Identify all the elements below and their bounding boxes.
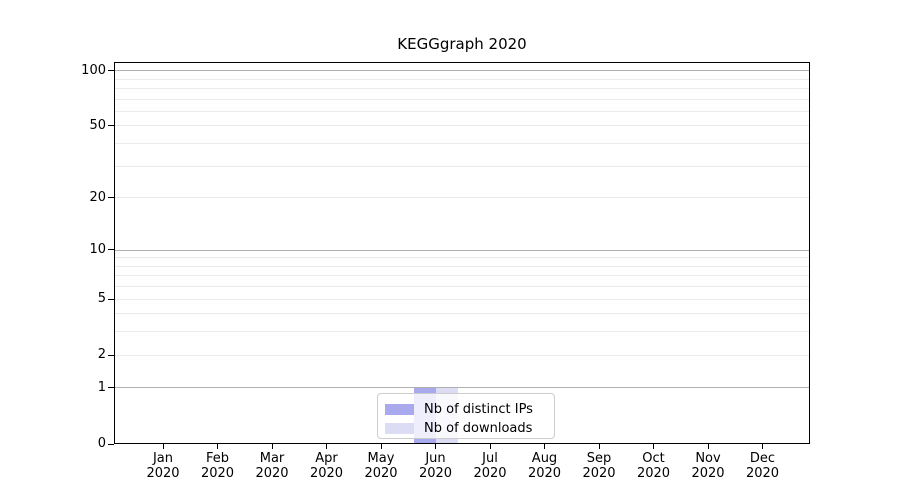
x-tick-year: 2020: [418, 466, 453, 481]
chart-title: KEGGgraph 2020: [397, 35, 527, 53]
y-tick-mark: [108, 387, 114, 388]
y-tick-label: 5: [97, 291, 106, 306]
y-tick-mark: [108, 355, 114, 356]
minor-gridline: [115, 143, 809, 144]
x-tick-mark: [326, 444, 327, 449]
x-tick-mark: [435, 444, 436, 449]
major-gridline: [115, 70, 809, 72]
y-tick-mark: [108, 249, 114, 250]
x-tick-month: Oct: [642, 451, 665, 466]
x-tick-year: 2020: [255, 466, 289, 481]
major-gridline: [115, 249, 809, 251]
x-tick-mark: [653, 444, 654, 449]
x-tick-mark: [489, 444, 491, 449]
minor-gridline: [115, 313, 809, 315]
minor-gridline: [115, 98, 809, 100]
y-tick-mark: [108, 444, 114, 445]
x-tick-month: Jun: [425, 451, 446, 466]
x-tick-month: Jan: [152, 451, 174, 466]
x-tick-mark: [217, 444, 218, 449]
minor-gridline: [115, 286, 809, 288]
y-tick-label: 1: [97, 379, 106, 395]
minor-gridline: [115, 275, 809, 277]
minor-gridline: [115, 87, 809, 89]
plot-area: [114, 62, 810, 444]
minor-gridline: [115, 197, 809, 199]
x-tick-year: 2020: [691, 466, 725, 481]
x-tick-label: May 2020: [351, 451, 411, 481]
legend: Nb of distinct IPs Nb of downloads: [377, 393, 555, 439]
y-tick-mark: [108, 125, 114, 126]
x-tick-month: Dec: [749, 451, 776, 466]
x-tick-year: 2020: [582, 466, 616, 481]
x-tick-year: 2020: [636, 466, 671, 481]
y-tick-label: 10: [89, 242, 106, 257]
x-tick-label: Feb 2020: [188, 451, 248, 481]
x-tick-label: Dec 2020: [733, 451, 793, 481]
minor-gridline: [115, 265, 809, 267]
x-tick-mark: [380, 444, 382, 449]
legend-label-downloads: Nb of downloads: [424, 421, 533, 436]
x-tick-month: Nov: [695, 451, 721, 466]
y-tick-mark: [108, 299, 114, 300]
x-tick-month: Apr: [315, 451, 338, 466]
x-tick-mark: [707, 444, 709, 449]
legend-row-distinct-ips: Nb of distinct IPs: [385, 400, 554, 419]
y-tick-mark: [108, 70, 114, 71]
minor-gridline: [115, 110, 809, 112]
x-tick-month: Feb: [205, 451, 230, 466]
x-tick-year: 2020: [473, 466, 507, 481]
minor-gridline: [115, 298, 809, 300]
minor-gridline: [115, 125, 809, 127]
x-tick-year: 2020: [364, 466, 398, 481]
x-tick-year: 2020: [200, 466, 235, 481]
x-tick-label: Oct 2020: [624, 451, 684, 481]
major-gridline: [115, 387, 809, 389]
x-tick-mark: [162, 444, 164, 449]
x-tick-year: 2020: [745, 466, 780, 481]
legend-row-downloads: Nb of downloads: [385, 419, 554, 438]
x-tick-mark: [271, 444, 273, 449]
x-tick-mark: [598, 444, 600, 449]
minor-gridline: [115, 165, 809, 167]
x-tick-month: May: [367, 451, 395, 466]
minor-gridline: [115, 354, 809, 356]
x-tick-label: Sep 2020: [569, 451, 629, 481]
y-tick-label: 2: [97, 347, 106, 363]
x-tick-label: Jul 2020: [460, 451, 520, 481]
x-tick-year: 2020: [146, 466, 180, 481]
minor-gridline: [115, 78, 809, 80]
x-tick-month: Mar: [259, 451, 285, 466]
x-tick-year: 2020: [309, 466, 344, 481]
legend-swatch-downloads-icon: [385, 423, 414, 434]
x-tick-mark: [544, 444, 545, 449]
x-tick-month: Sep: [586, 451, 612, 466]
x-tick-month: Aug: [531, 451, 558, 466]
x-tick-label: Jan 2020: [133, 451, 193, 481]
x-tick-label: Apr 2020: [297, 451, 357, 481]
x-tick-year: 2020: [527, 466, 562, 481]
minor-gridline: [115, 257, 809, 259]
y-tick-label: 50: [89, 117, 106, 133]
x-tick-month: Jul: [482, 451, 498, 466]
x-tick-label: Nov 2020: [678, 451, 738, 481]
y-tick-label: 20: [89, 189, 106, 205]
legend-swatch-distinct-ips-icon: [385, 404, 414, 415]
x-tick-mark: [762, 444, 763, 449]
x-tick-label: Mar 2020: [242, 451, 302, 481]
y-tick-label: 100: [81, 62, 106, 78]
legend-label-distinct-ips: Nb of distinct IPs: [424, 402, 533, 417]
y-tick-mark: [108, 197, 114, 198]
y-tick-label: 0: [97, 436, 106, 451]
x-tick-label: Jun 2020: [406, 451, 466, 481]
minor-gridline: [115, 331, 809, 333]
x-tick-label: Aug 2020: [515, 451, 575, 481]
